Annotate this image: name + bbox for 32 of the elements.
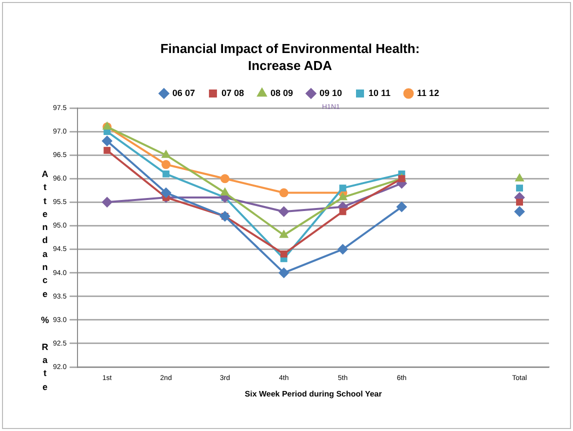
point — [514, 206, 525, 217]
chart-title: Financial Impact of Environmental Health: Increase ADA — [159, 40, 421, 74]
legend-label: 09 10 — [319, 88, 342, 98]
point — [102, 136, 112, 146]
point — [162, 170, 170, 178]
point — [278, 206, 289, 217]
legend-label: 10 11 — [368, 88, 391, 98]
point — [396, 202, 407, 212]
point — [516, 198, 524, 206]
legend-label: 07 08 — [221, 88, 244, 98]
legend-label: 06 07 — [172, 88, 195, 98]
point — [162, 150, 170, 158]
point — [278, 268, 289, 278]
legend-label: 11 12 — [417, 88, 440, 98]
point — [104, 146, 111, 154]
text: Attendance % Rate — [40, 169, 49, 392]
point — [279, 188, 288, 198]
point — [338, 244, 348, 254]
point — [339, 208, 346, 216]
point — [516, 184, 524, 192]
point — [102, 197, 112, 208]
x-axis-title: Six Week Period during School Year — [244, 389, 382, 398]
point — [280, 230, 288, 238]
point — [161, 188, 172, 198]
point — [220, 188, 229, 196]
point — [339, 184, 346, 192]
point — [338, 192, 347, 200]
point — [220, 174, 230, 184]
legend-label: 08 09 — [270, 88, 294, 98]
point — [516, 174, 524, 182]
point — [280, 250, 288, 258]
point — [162, 160, 171, 170]
